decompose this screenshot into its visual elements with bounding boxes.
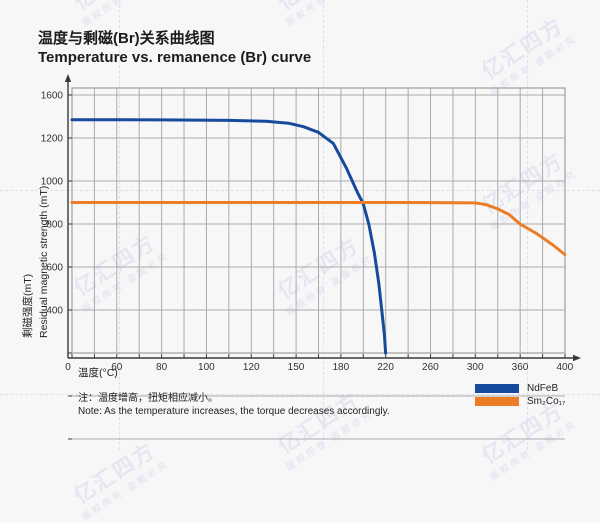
- x-tick-label: 60: [111, 362, 123, 373]
- y-tick-label: 1000: [41, 177, 64, 188]
- x-tick-label: 0: [65, 362, 71, 373]
- legend-item-ndfeb: NdFeB: [475, 382, 565, 395]
- x-tick-label: 220: [377, 362, 394, 373]
- x-tick-label: 150: [288, 362, 305, 373]
- series-curve-ndfeb: [70, 118, 388, 355]
- watermark-stamp: 亿汇四方版权所有 盗图必究: [67, 437, 172, 522]
- x-tick-label: 400: [556, 362, 573, 373]
- footnote: 注：温度增高，扭矩相应减小。 Note: As the temperature …: [78, 392, 390, 418]
- page-title-zh: 温度与剩磁(Br)关系曲线图: [38, 30, 215, 47]
- x-tick-label: 180: [332, 362, 349, 373]
- legend-label-ndfeb: NdFeB: [527, 383, 559, 394]
- temperature-remanence-chart: 0 60 80 100 120 150 180 220 260 300 360 400 1600 1200…: [21, 74, 581, 440]
- page-title-en: Temperature vs. remanence (Br) curve: [38, 49, 312, 66]
- x-tick-label: 300: [467, 362, 484, 373]
- legend-label-sm2co17: Sm₂Co₁₇: [527, 396, 566, 407]
- x-tick-label: 120: [243, 362, 260, 373]
- plot-border: [71, 87, 566, 354]
- chart-legend: NdFeB Sm₂Co₁₇: [475, 382, 565, 408]
- y-tick-label: 400: [46, 306, 63, 317]
- x-tick-label: 100: [198, 362, 215, 373]
- y-tick-label: 800: [46, 220, 63, 231]
- legend-item-sm2co17: Sm₂Co₁₇: [475, 395, 565, 408]
- x-axis-arrow: [573, 354, 581, 362]
- footnote-zh: 注：温度增高，扭矩相应减小。: [78, 393, 218, 404]
- watermark-notice-text: 版权所有 盗图必究: [80, 458, 171, 522]
- x-axis-title: 温度(°C): [78, 366, 118, 379]
- y-tick-label: 600: [46, 263, 63, 274]
- legend-swatch-sm2co17: [475, 397, 519, 406]
- y-axis-title-zh: 剩磁强度(mT): [21, 274, 34, 338]
- y-axis-arrow: [64, 74, 72, 82]
- y-tick-label: 1600: [41, 91, 64, 102]
- y-tick-label: 1200: [41, 134, 64, 145]
- x-tick-label: 80: [156, 362, 168, 373]
- legend-swatch-ndfeb: [475, 384, 519, 393]
- y-axis-title-en: Residual magnetic strength (mT): [38, 186, 50, 338]
- footnote-en: Note: As the temperature increases, the …: [78, 406, 390, 417]
- x-tick-label: 260: [422, 362, 439, 373]
- series-curve-smco: [70, 201, 567, 256]
- x-tick-label: 360: [512, 362, 529, 373]
